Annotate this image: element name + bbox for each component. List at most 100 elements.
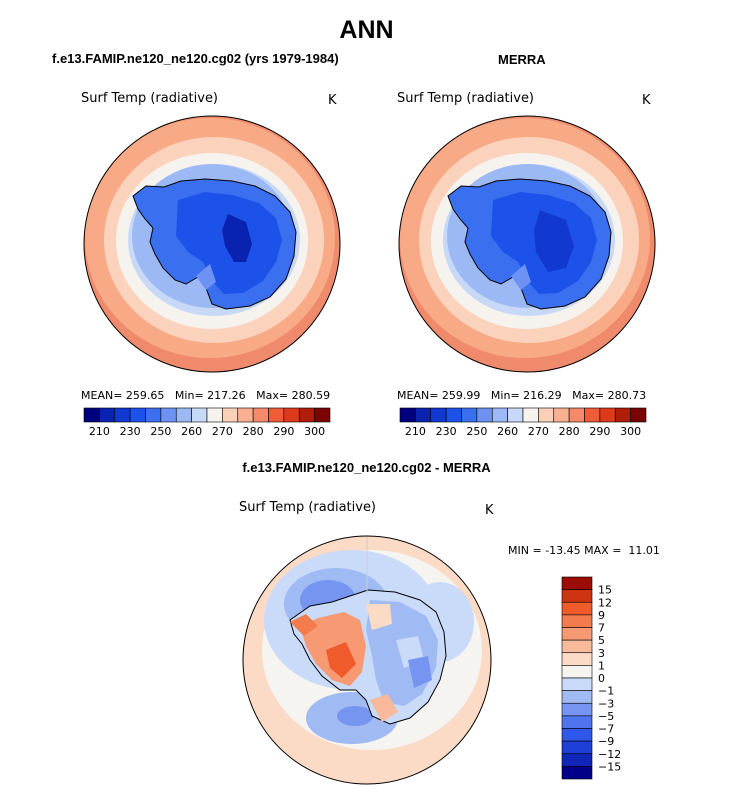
model-stats: MEAN= 259.65 Min= 217.26 Max= 280.59	[81, 389, 330, 402]
obs-dome	[534, 210, 574, 272]
model-units: K	[328, 93, 337, 108]
diff-ross-warm	[370, 694, 398, 722]
diff-warm-core	[326, 642, 356, 678]
diff-colorbar-box	[561, 614, 593, 628]
diff-colorbar-box	[561, 589, 593, 603]
diff-colorbar-tick-label: 7	[598, 622, 605, 635]
diff-plot-title: Surf Temp (radiative)	[239, 500, 377, 515]
obs-map-border	[398, 115, 656, 373]
model-colorbar-box	[314, 407, 331, 423]
obs-colorbar-box	[599, 407, 616, 423]
obs-units: K	[642, 93, 651, 108]
obs-mean-value: 259.99	[441, 389, 481, 402]
model-min-value: 217.26	[207, 389, 246, 402]
diff-colorbar-tick-label: −3	[598, 697, 614, 710]
obs-max-label: Max=	[572, 389, 605, 402]
diff-colorbar-tick-label: 15	[598, 584, 612, 597]
diff-colorbar-tick-label: 0	[598, 672, 605, 685]
model-colorbar-box	[191, 407, 208, 423]
diff-colorbar-box	[561, 677, 593, 691]
model-colorbar-tick-label: 300	[304, 425, 325, 438]
diff-colorbar-tick-label: 3	[598, 647, 605, 660]
model-colorbar-box	[222, 407, 239, 423]
model-colorbar-box	[114, 407, 131, 423]
diff-stats: MIN = -13.45 MAX = 11.01	[508, 544, 660, 557]
model-colorbar-box	[129, 407, 146, 423]
obs-colorbar-box	[430, 407, 447, 423]
obs-colorbar-box	[415, 407, 432, 423]
diff-colorbar-box	[561, 715, 593, 729]
main-title: ANN	[339, 16, 394, 44]
model-colorbar-tick-label: 230	[120, 425, 141, 438]
model-panel-header: f.e13.FAMIP.ne120_ne120.cg02 (yrs 1979-1…	[52, 51, 339, 66]
obs-colorbar-box	[491, 407, 508, 423]
obs-colorbar-box	[584, 407, 601, 423]
model-map-border	[83, 115, 341, 373]
diff-colorbar-tick-label: −12	[598, 748, 621, 761]
diff-colorbar-box	[561, 690, 593, 704]
diff-colorbar-box	[561, 639, 593, 654]
model-ross-shelf	[196, 264, 216, 290]
obs-colorbar-box	[614, 407, 631, 423]
diff-colorbar-tick-label: 5	[598, 634, 605, 647]
diff-colorbar-tick-label: −15	[598, 760, 621, 773]
diff-colorbar-box	[561, 766, 593, 780]
obs-colorbar-box	[476, 407, 493, 423]
diff-ice-cool	[408, 656, 432, 688]
obs-colorbar-box	[507, 407, 524, 423]
diff-max-value: 11.01	[628, 544, 660, 557]
diff-ice-ross-core	[337, 706, 373, 726]
obs-min-value: 216.29	[523, 389, 562, 402]
obs-colorbar-box	[538, 407, 555, 423]
diff-colorbar-box	[561, 652, 593, 666]
obs-min-label: Min=	[490, 389, 520, 402]
obs-colorbar-tick-label: 270	[528, 425, 549, 438]
diff-colorbar-box	[561, 576, 593, 590]
model-colorbar-box	[283, 407, 300, 423]
model-min-label: Min=	[174, 389, 204, 402]
diff-colorbar-box	[561, 627, 593, 641]
obs-panel-header: MERRA	[498, 52, 546, 67]
diff-min-value: -13.45	[545, 544, 581, 557]
diff-colorbar-box	[561, 601, 593, 616]
model-colorbar-box	[175, 407, 192, 423]
diff-min-label: MIN =	[508, 544, 542, 557]
diff-max-label: MAX =	[584, 544, 622, 557]
model-colorbar-box	[83, 407, 100, 423]
obs-colorbar-tick-label: 260	[497, 425, 518, 438]
diff-colorbar-tick-label: 12	[598, 596, 612, 609]
diff-colorbar-tick-label: −7	[598, 723, 614, 736]
diff-colorbar-box	[561, 728, 593, 742]
model-colorbar-box	[99, 407, 116, 423]
obs-colorbar-tick-label: 250	[466, 425, 487, 438]
obs-colorbar-box	[445, 407, 462, 423]
obs-colorbar-box	[568, 407, 585, 423]
obs-colorbar-tick-label: 300	[620, 425, 641, 438]
obs-colorbar-box	[553, 407, 570, 423]
obs-mean-label: MEAN=	[397, 389, 439, 402]
model-plot-title: Surf Temp (radiative)	[81, 91, 219, 106]
diff-colorbar-box	[561, 702, 593, 717]
model-dome	[222, 214, 252, 262]
obs-map	[398, 115, 656, 373]
model-colorbar-box	[145, 407, 162, 423]
model-colorbar: 210 230 250 260 270 280 290 300	[83, 407, 331, 438]
model-colorbar-box	[268, 407, 285, 423]
obs-colorbar-box	[399, 407, 416, 423]
diff-units: K	[485, 503, 494, 518]
diff-map-border	[242, 535, 492, 785]
diff-colorbar-box	[561, 740, 593, 755]
obs-max-value: 280.73	[607, 389, 647, 402]
obs-colorbar-box	[522, 407, 539, 423]
diff-colorbar-tick-label: 1	[598, 659, 605, 672]
diff-colorbar-tick-label: −9	[598, 735, 614, 748]
obs-colorbar-tick-label: 210	[405, 425, 426, 438]
obs-colorbar-tick-label: 290	[589, 425, 610, 438]
model-colorbar-tick-label: 250	[150, 425, 171, 438]
model-colorbar-box	[160, 407, 177, 423]
model-colorbar-box	[252, 407, 269, 423]
diff-colorbar-tick-label: −5	[598, 710, 614, 723]
obs-ross-shelf	[511, 264, 531, 290]
model-mean-value: 259.65	[125, 389, 165, 402]
